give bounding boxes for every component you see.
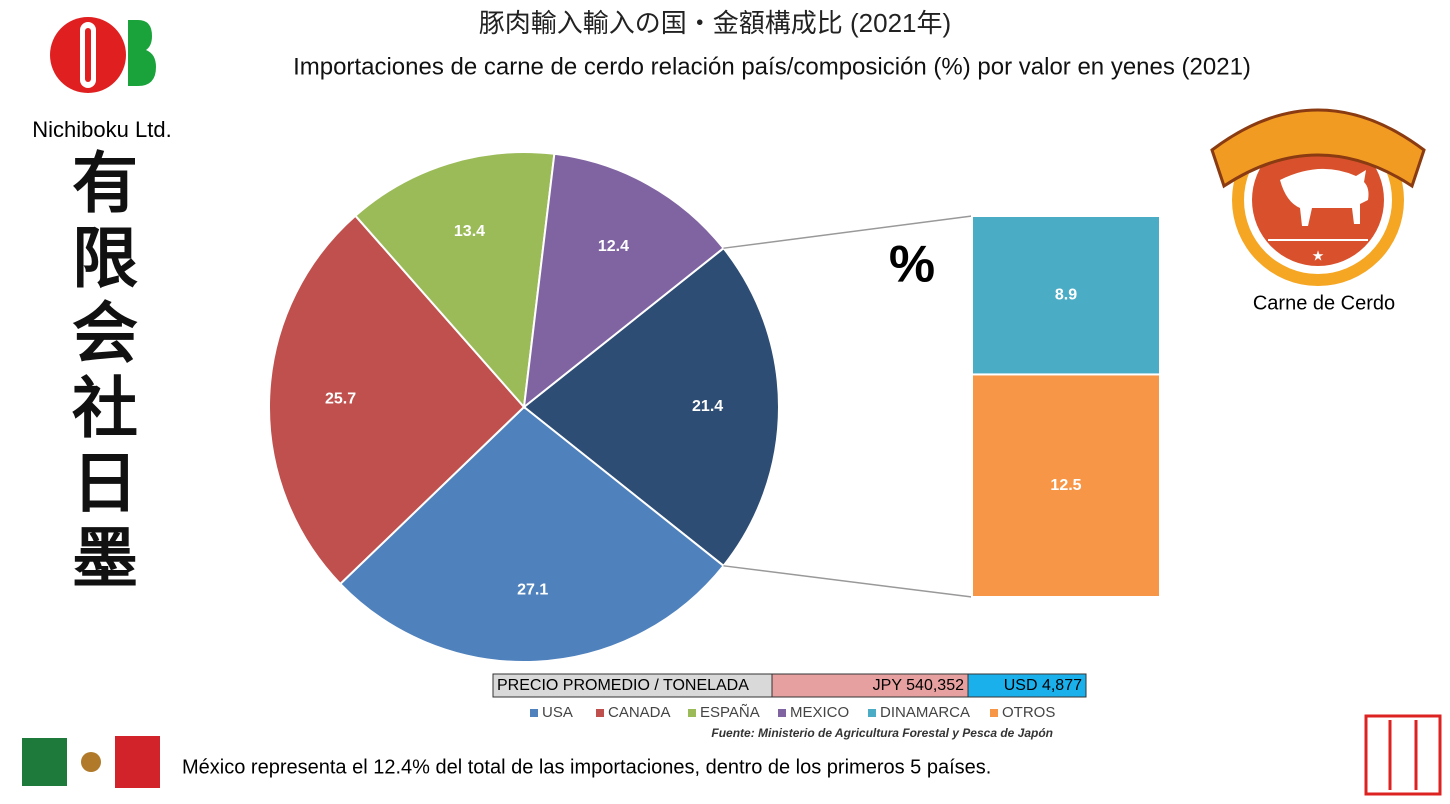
footer-text: México representa el 12.4% del total de … [182,756,991,778]
logo [50,17,156,93]
slice-label: 21.4 [692,398,723,415]
legend-swatch [530,709,538,717]
bar-segment [971,215,1161,376]
legend-swatch [596,709,604,717]
price-label: PRECIO PROMEDIO / TONELADA [497,677,749,694]
svg-text:★: ★ [1312,248,1325,264]
slice-label: 27.1 [517,582,548,599]
legend-label: CANADA [608,704,671,721]
legend-label: MEXICO [790,704,849,721]
slice-label: 12.4 [598,238,629,255]
legend-label: ESPAÑA [700,704,760,721]
pie-slice [338,405,725,663]
source: Fuente: Ministerio de Agricultura Forest… [711,726,1053,740]
pie-slice [522,152,725,410]
badge-caption: Carne de Cerdo [1253,292,1395,314]
unit-label: % [889,236,935,294]
slice-label: 25.7 [325,391,356,408]
legend-label: DINAMARCA [880,704,970,721]
connector [723,215,973,249]
legend-swatch [868,709,876,717]
company-name: Nichiboku Ltd. [32,117,171,142]
segment-label: 12.5 [1050,477,1081,494]
legend-swatch [990,709,998,717]
pie-slice [522,246,781,568]
chart-title: 豚肉輸入輸入の国・金額構成比 (2021年) [479,8,951,38]
connector [723,565,973,598]
bar-segment [971,373,1161,598]
price-cell [967,673,1087,698]
price-usd: USD 4,877 [1004,677,1082,694]
price-jpy: JPY 540,352 [873,677,964,694]
legend-label: USA [542,704,573,721]
vertical-name: 有限会社日墨 [61,148,139,598]
slice-label: 13.4 [454,223,485,240]
stamp [1364,714,1442,796]
legend-label: OTROS [1002,704,1055,721]
pie-slice [353,151,556,410]
mexico-flag [22,736,160,788]
pie-slice [268,214,526,586]
chart-subtitle: Importaciones de carne de cerdo relación… [293,53,1251,80]
legend-swatch [688,709,696,717]
legend-swatch [778,709,786,717]
segment-label: 8.9 [1055,286,1077,303]
pig-badge: ★ [1210,108,1426,286]
